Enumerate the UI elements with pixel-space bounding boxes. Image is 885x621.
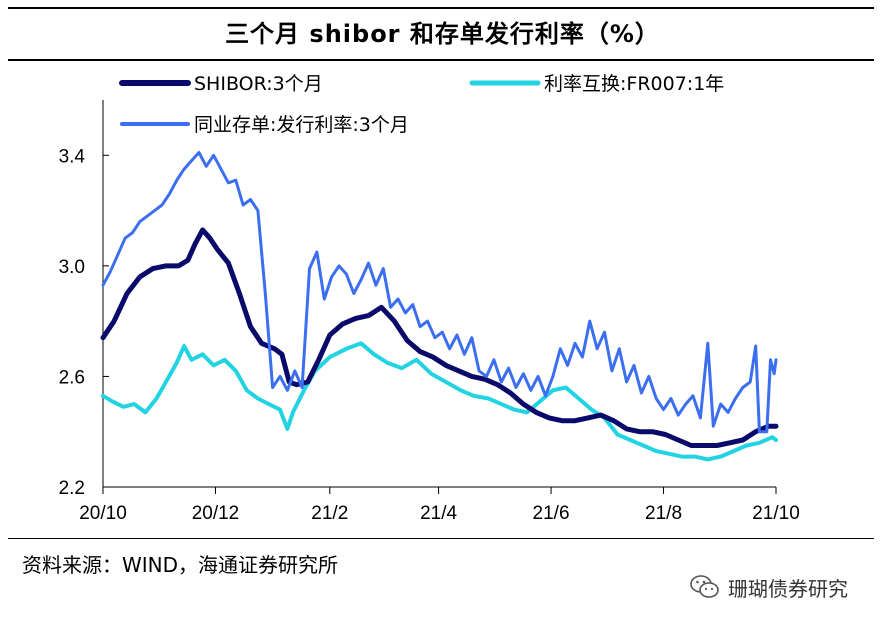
x-tick-label: 21/6 (533, 503, 570, 524)
x-tick-label: 20/12 (192, 503, 240, 524)
legend-label-0: SHIBOR:3个月 (194, 73, 323, 95)
series-lines (100, 151, 779, 462)
y-tick-label: 3.0 (59, 257, 85, 278)
axes: 2.2 2.6 3.0 3.4 20/10 20/12 21/2 21/4 21/6 21/8 21… (59, 100, 800, 524)
watermark-text: 珊瑚债券研究 (728, 576, 848, 601)
wechat-icon (690, 575, 719, 598)
y-tick-label: 3.4 (59, 146, 86, 167)
series-line-0 (100, 227, 779, 448)
x-tick-label: 21/4 (420, 503, 457, 524)
y-tick-label: 2.6 (59, 367, 85, 388)
y-tick-label: 2.2 (59, 478, 85, 499)
series-line-1 (101, 341, 778, 462)
chart-title: 三个月 shibor 和存单发行利率（%） (225, 20, 660, 48)
x-tick-label: 21/10 (752, 503, 800, 524)
x-tick-label: 21/8 (645, 503, 682, 524)
title-bottom-rule (8, 59, 874, 61)
source-note: 资料来源：WIND，海通证券研究所 (22, 553, 339, 577)
x-tick-label: 21/2 (311, 503, 348, 524)
legend-label-2: 同业存单:发行利率:3个月 (194, 114, 409, 136)
x-tick-label: 20/10 (79, 503, 127, 524)
source-top-rule (8, 538, 874, 539)
series-line-2 (101, 151, 778, 434)
legend-label-1: 利率互换:FR007:1年 (544, 73, 724, 95)
watermark: 珊瑚债券研究 (690, 570, 848, 604)
title-top-rule (8, 7, 874, 9)
